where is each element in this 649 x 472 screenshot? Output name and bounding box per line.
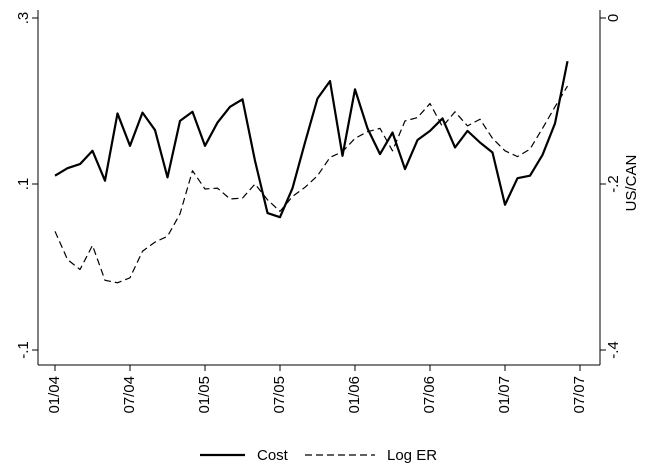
y2-tick-label: -.2	[605, 175, 622, 193]
y-tick-label: -.1	[15, 341, 32, 359]
x-tick-label: 01/07	[496, 376, 513, 414]
x-tick-label: 07/07	[571, 376, 588, 414]
legend-label: Log ER	[387, 447, 437, 464]
series-line	[54, 60, 569, 219]
y-tick-label: .3	[15, 12, 32, 25]
x-tick-label: 01/04	[46, 376, 63, 414]
y2-tick-label: 0	[605, 14, 622, 22]
y2-tick-label: -.4	[605, 341, 622, 359]
x-tick-label: 07/04	[121, 376, 138, 414]
series-line	[54, 85, 569, 284]
x-tick-label: 07/05	[271, 376, 288, 414]
y-tick-label: .1	[15, 178, 32, 191]
x-tick-label: 01/06	[346, 376, 363, 414]
x-tick-label: 07/06	[421, 376, 438, 414]
y2-axis-title: US/CAN	[623, 155, 640, 212]
legend-label: Cost	[257, 447, 289, 464]
x-tick-label: 01/05	[196, 376, 213, 414]
